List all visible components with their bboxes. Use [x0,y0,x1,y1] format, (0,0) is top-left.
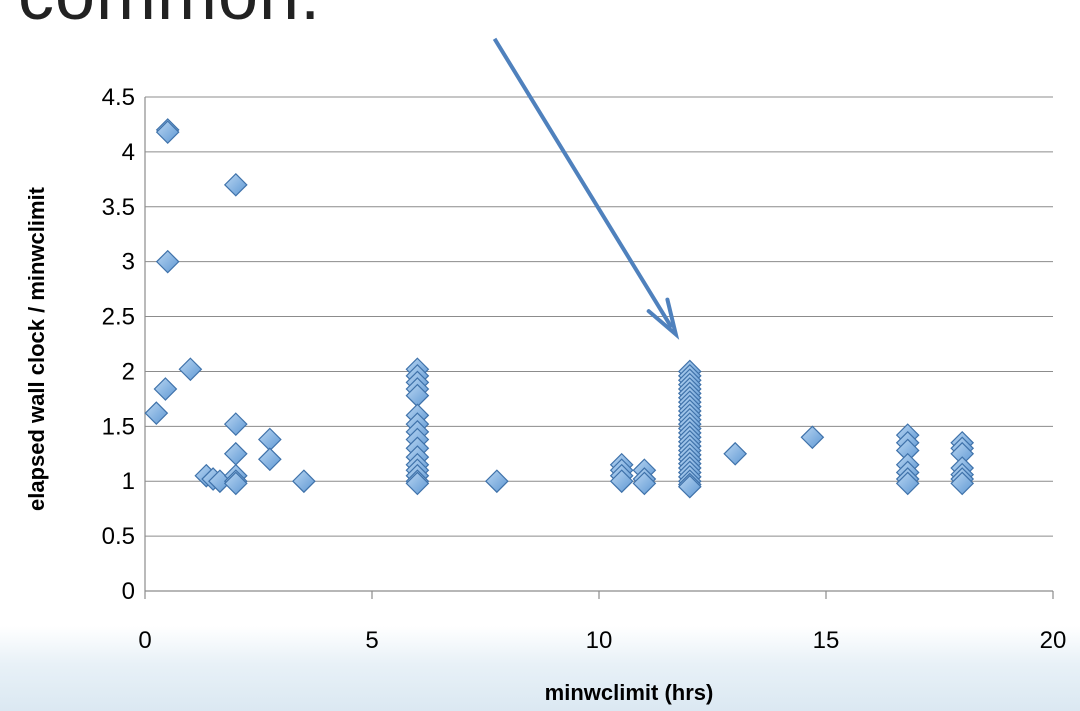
annotation-arrow-shaft [492,37,674,329]
y-tick-label: 1 [122,468,135,495]
y-tick-label: 0 [122,578,135,605]
y-tick-label: 2 [122,358,135,385]
y-axis-title: elapsed wall clock / minwclimit [24,186,49,511]
slide-heading-fragment: common. [18,0,321,36]
data-point [258,447,282,472]
x-axis-title: minwclimit (hrs) [545,680,714,705]
y-tick-label: 0.5 [102,523,135,550]
data-point [950,471,975,496]
data-point [895,471,920,496]
slide-footer-band [0,626,1080,711]
data-point [485,469,509,494]
y-tick-label: 4 [122,139,135,166]
data-point [223,441,248,466]
data-point [609,469,634,494]
x-tick-label: 20 [1040,627,1067,654]
data-point [178,357,203,382]
x-tick-label: 10 [586,627,613,654]
data-point [800,425,825,450]
data-point [144,401,169,426]
data-points [144,118,975,499]
data-point [292,469,316,494]
data-point [723,441,748,466]
data-point [155,249,180,274]
x-tick-label: 5 [365,627,378,654]
tick-labels: 0 0.5 1 1.5 2 2.5 3 3.5 4 4.5 0 5 10 15 20 [102,84,1067,654]
y-tick-label: 1.5 [102,413,135,440]
data-point [223,471,248,496]
annotations [492,37,680,340]
y-tick-label: 3 [122,249,135,276]
data-point [405,471,430,496]
data-point [677,474,702,499]
y-tick-label: 3.5 [102,194,135,221]
x-tick-label: 15 [813,627,840,654]
data-point [223,412,248,436]
axes [144,97,1054,599]
annotation-arrow-head [646,297,680,340]
data-point [223,172,248,197]
data-point [153,377,178,401]
data-point [632,471,657,496]
data-point [258,427,282,452]
x-tick-label: 0 [138,627,151,654]
y-tick-label: 2.5 [102,304,135,331]
data-point [155,120,180,144]
y-tick-label: 4.5 [102,84,135,111]
